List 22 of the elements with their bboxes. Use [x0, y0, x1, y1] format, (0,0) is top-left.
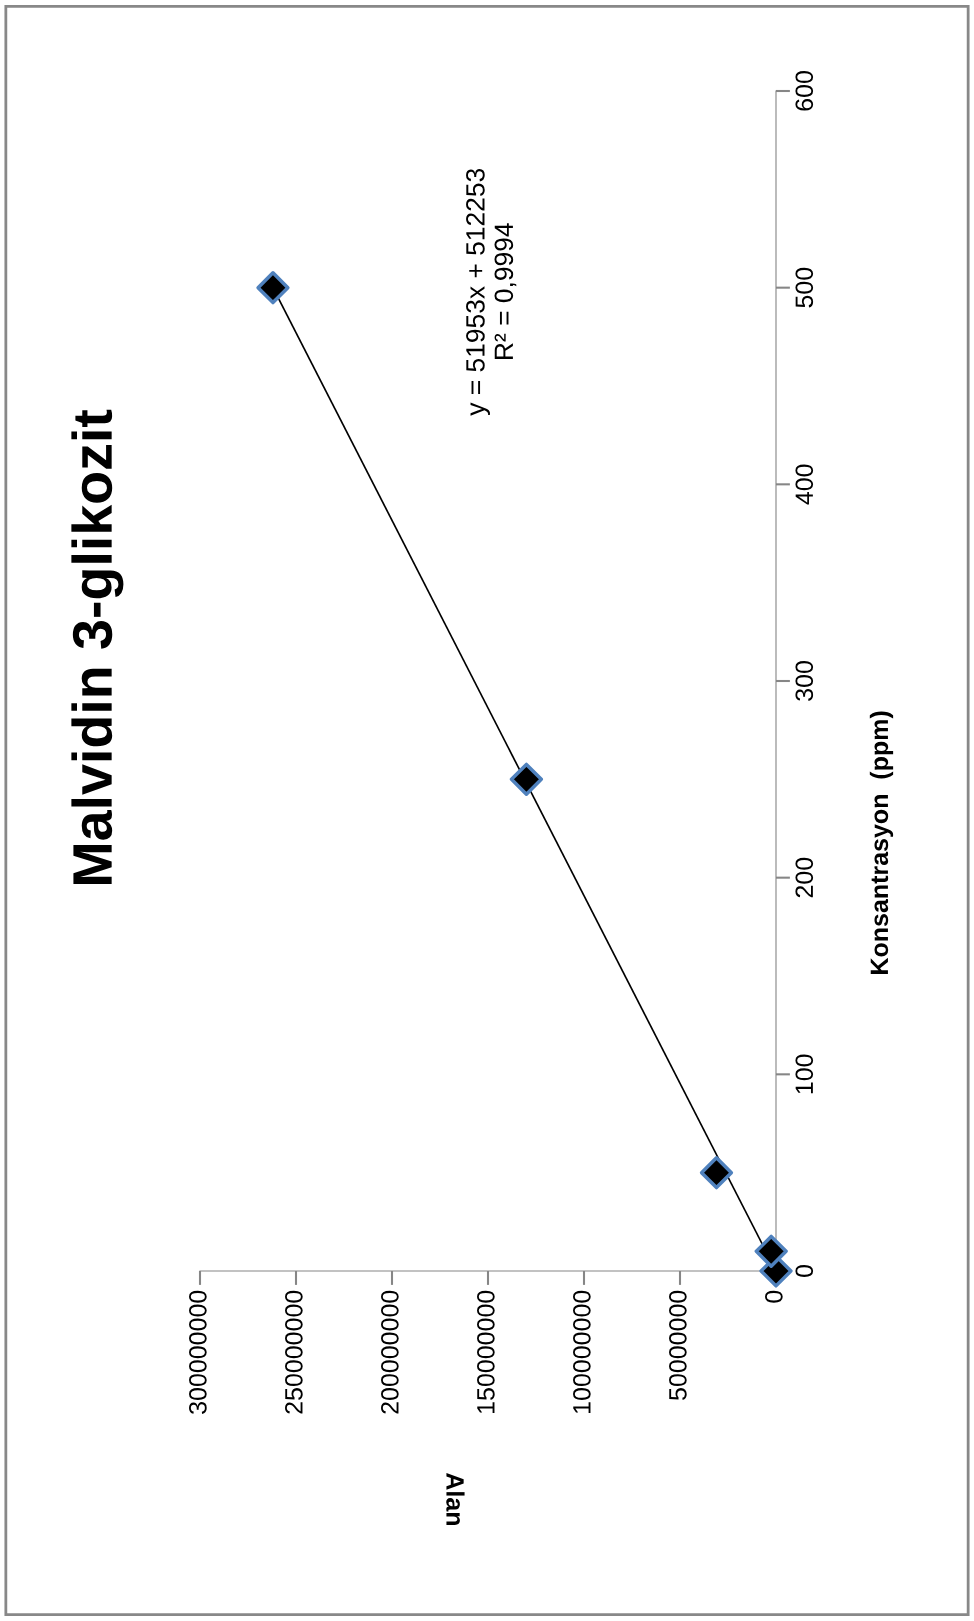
annotation: y = 51953x + 512253 R² = 0,9994 — [466, 168, 517, 416]
point — [509, 762, 544, 796]
y-tick-label: 400 — [795, 464, 814, 505]
y-tick-label: 100 — [795, 1054, 814, 1094]
y-tick-label: 500 — [795, 267, 814, 308]
y-axis-title: Konsantrasyon (ppm) — [869, 711, 894, 974]
y-tick-label: 0 — [795, 1265, 814, 1277]
x-tick-label: 250000000 — [285, 1290, 303, 1414]
x-tick-label: 200000000 — [381, 1290, 399, 1414]
text: Alan — [446, 1472, 465, 1525]
point — [699, 1156, 734, 1190]
x-tick-label: 300000000 — [189, 1290, 207, 1414]
x-tick-label: 100000000 — [573, 1290, 591, 1413]
x-tick-label: 0 — [765, 1290, 783, 1303]
y-tick-label: 600 — [795, 71, 814, 111]
y-tick-label: 200 — [795, 857, 814, 898]
x-tick-label: 150000000 — [477, 1290, 495, 1413]
point — [256, 271, 290, 305]
text: Malvidin 3-glikozit — [71, 409, 124, 884]
x-tick-label: 50000000 — [669, 1290, 687, 1400]
y-tick-label: 300 — [795, 661, 814, 701]
point — [754, 1234, 788, 1268]
